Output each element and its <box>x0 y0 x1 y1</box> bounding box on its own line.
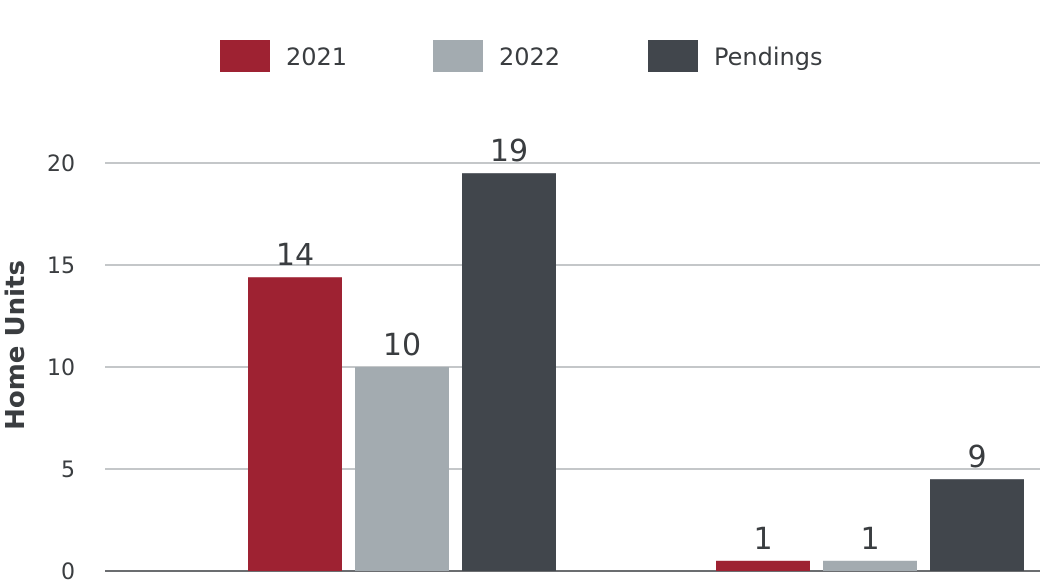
legend: 2021 2022 Pendings <box>220 40 822 72</box>
bar-2022 <box>823 560 917 571</box>
legend-label: 2022 <box>499 43 560 71</box>
bar-pendings <box>462 173 556 571</box>
data-labels: 14 1 10 1 19 9 <box>276 134 987 557</box>
bar-2022 <box>355 367 449 571</box>
data-label: 19 <box>490 134 528 169</box>
bars <box>248 173 1024 571</box>
data-label: 9 <box>967 440 986 475</box>
data-label: 1 <box>753 522 772 557</box>
legend-label: 2021 <box>286 43 347 71</box>
y-tick-label: 20 <box>47 152 75 177</box>
data-label: 14 <box>276 238 314 273</box>
data-label: 10 <box>383 328 421 363</box>
bar-pendings <box>930 479 1024 571</box>
legend-swatch <box>648 40 698 72</box>
bar-2021 <box>716 560 810 571</box>
y-tick-label: 15 <box>47 254 75 279</box>
legend-swatch <box>220 40 270 72</box>
legend-label: Pendings <box>714 43 822 71</box>
y-tick-label: 0 <box>61 560 75 585</box>
grid <box>105 162 1040 572</box>
y-axis-ticks: 0 5 10 15 20 <box>47 152 75 585</box>
legend-swatch <box>433 40 483 72</box>
y-tick-label: 10 <box>47 356 75 381</box>
y-axis-label: Home Units <box>1 260 31 430</box>
bar-2021 <box>248 277 342 571</box>
y-tick-label: 5 <box>61 458 75 483</box>
data-label: 1 <box>860 522 879 557</box>
